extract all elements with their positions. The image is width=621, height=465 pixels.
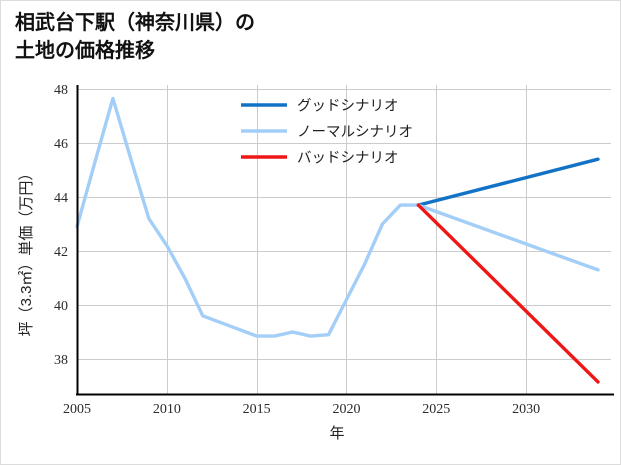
y-axis-tick-labels: 38 40 42 44 46 48 (54, 83, 68, 368)
x-tick-label: 2020 (332, 402, 360, 417)
legend-label-1: ノーマルシナリオ (297, 125, 413, 141)
series-line-bad (416, 203, 600, 384)
series-line-normal (75, 96, 421, 338)
y-tick-label: 48 (54, 83, 68, 98)
page-title: 相武台下駅（神奈川県）の 土地の価格推移 (15, 12, 255, 63)
x-tick-label: 2015 (243, 402, 271, 417)
y-tick-label: 38 (54, 353, 68, 368)
legend-label-2: バッドシナリオ (297, 151, 399, 167)
x-axis-tick-labels: 2005 2010 2015 2020 2025 2030 (63, 402, 540, 417)
x-tick-label: 2025 (422, 402, 450, 417)
y-tick-label: 46 (54, 137, 68, 152)
x-tick-label: 2005 (63, 402, 91, 417)
x-axis-title: 年 (329, 425, 344, 442)
x-tick-label: 2030 (512, 402, 540, 417)
y-tick-label: 44 (54, 191, 68, 206)
y-tick-label: 42 (54, 245, 68, 260)
y-axis-title: 坪（3.3㎡）単価（万円） (18, 166, 35, 337)
legend-label-0: グッドシナリオ (297, 98, 399, 115)
series-line-normal (416, 203, 600, 272)
axis-lines (76, 85, 614, 396)
x-tick-label: 2010 (153, 402, 181, 417)
series-line-good (416, 157, 600, 207)
series-lines (75, 96, 600, 384)
y-tick-label: 40 (54, 299, 68, 314)
